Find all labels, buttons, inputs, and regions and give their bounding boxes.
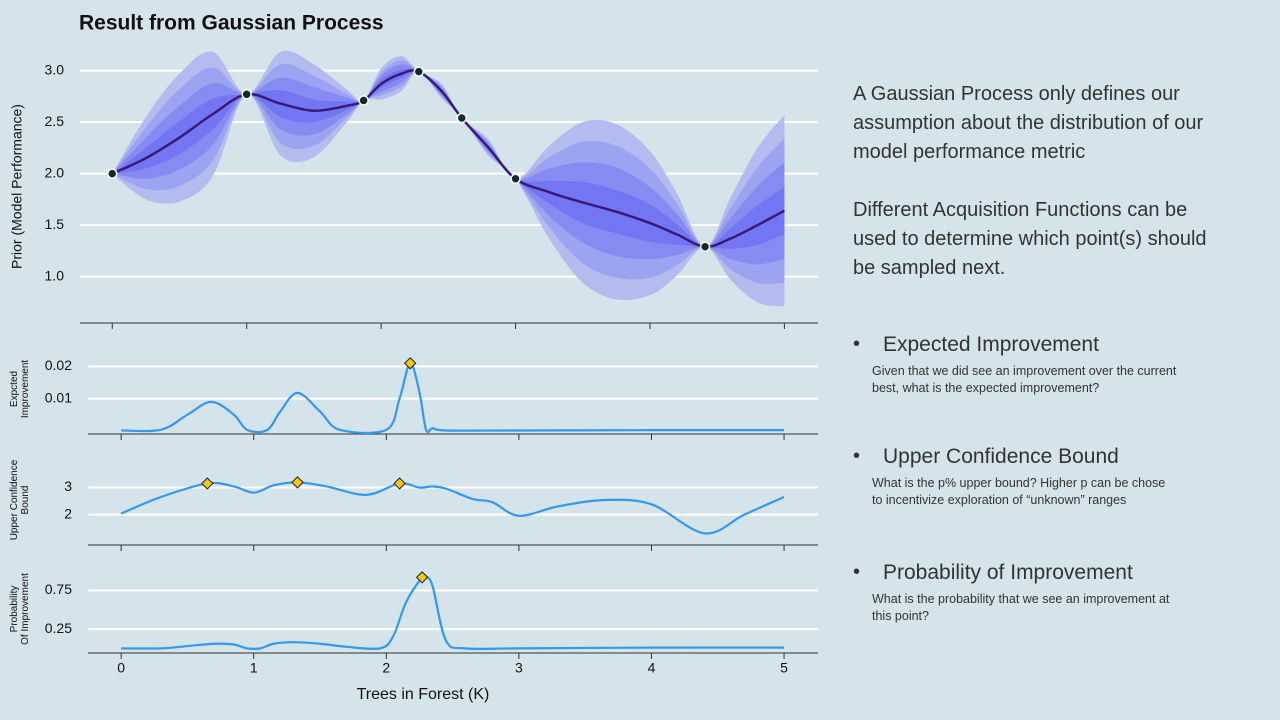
x-axis-label: Trees in Forest (K) xyxy=(357,686,490,703)
bullet-text: What is the p% upper bound? Higher p can… xyxy=(872,476,1166,507)
x-tick-label: 1 xyxy=(250,660,258,676)
maximum-marker xyxy=(415,571,429,584)
x-tick-label: 5 xyxy=(780,660,788,676)
y-axis-label: Prior (Model Performance) xyxy=(9,104,25,269)
y-tick-label: 1.5 xyxy=(45,216,65,232)
y-tick-label: 3 xyxy=(64,478,72,494)
bullet-title: Probability of Improvement xyxy=(883,561,1133,584)
line xyxy=(121,362,785,435)
bullet-dot: • xyxy=(853,561,861,583)
bullet-text: What is the probability that we see an i… xyxy=(872,592,1170,623)
y-tick-label: 2 xyxy=(64,505,72,521)
bullet-title: Expected Improvement xyxy=(883,333,1099,356)
y-tick-label: 0.02 xyxy=(45,357,72,373)
y-tick-label: 3.0 xyxy=(45,61,65,77)
paragraph: A Gaussian Process only defines our assu… xyxy=(853,83,1204,163)
y-axis-label: Probability xyxy=(9,586,20,633)
x-tick-label: 2 xyxy=(382,660,390,676)
y-tick-label: 2.0 xyxy=(45,164,65,180)
observed-point xyxy=(699,241,711,253)
line xyxy=(121,573,785,651)
bullet-dot: • xyxy=(853,445,861,467)
y-axis-label: Of Improvement xyxy=(20,573,31,645)
maximum-marker xyxy=(291,476,304,489)
x-tick-label: 3 xyxy=(515,660,523,676)
paragraph: Different Acquisition Functions can be u… xyxy=(853,199,1207,279)
observed-point xyxy=(456,112,468,124)
x-tick-label: 0 xyxy=(117,660,125,676)
chart-title: Result from Gaussian Process xyxy=(79,12,384,35)
observed-point xyxy=(413,66,425,77)
observed-point xyxy=(510,173,521,185)
y-tick-label: 0.01 xyxy=(45,389,72,405)
observed-point xyxy=(358,95,369,106)
y-axis-label: Improvement xyxy=(20,360,31,419)
maximum-marker xyxy=(403,357,417,370)
y-axis-label: Bound xyxy=(20,486,31,515)
confidence-band xyxy=(112,68,785,249)
x-tick-label: 4 xyxy=(648,660,656,676)
maximum-marker xyxy=(201,477,214,490)
maximum-marker xyxy=(393,477,406,490)
y-axis-label: Upper Confidence xyxy=(9,459,20,540)
bullet-text: Given that we did see an improvement ove… xyxy=(872,364,1177,395)
observed-point xyxy=(241,89,252,100)
y-tick-label: 0.25 xyxy=(45,620,72,636)
bullet-title: Upper Confidence Bound xyxy=(883,445,1119,468)
bullet-dot: • xyxy=(853,333,861,355)
y-tick-label: 2.5 xyxy=(45,113,65,129)
line xyxy=(120,481,785,535)
y-axis-label: Expcted xyxy=(9,371,20,407)
y-tick-label: 0.75 xyxy=(45,581,72,597)
y-tick-label: 1.0 xyxy=(45,267,65,283)
observed-point xyxy=(107,168,118,179)
